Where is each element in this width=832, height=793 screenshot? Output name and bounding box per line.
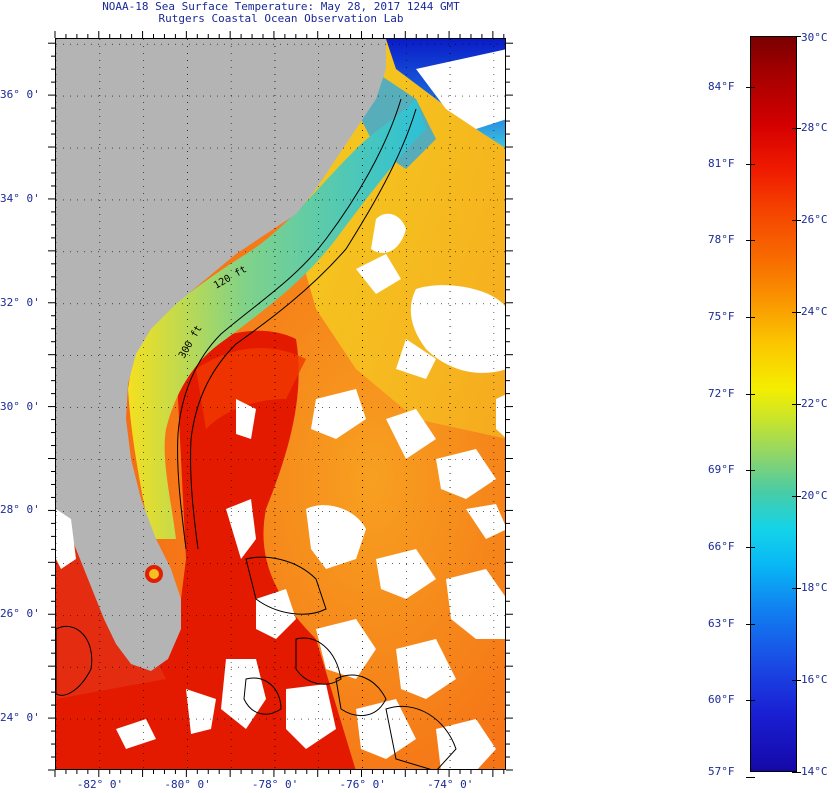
lon-label: -76° 0' — [339, 778, 386, 791]
sst-map-image: 120 ft 300 ft — [56, 39, 505, 769]
isobath-contours — [177, 98, 417, 550]
fahrenheit-label: 57°F — [708, 765, 735, 778]
fahrenheit-tick — [746, 470, 755, 471]
land-mass — [56, 39, 386, 671]
celsius-label: 14°C — [801, 765, 828, 778]
celsius-label: 28°C — [801, 121, 828, 134]
fahrenheit-tick — [746, 777, 755, 778]
celsius-tick — [792, 220, 801, 221]
fahrenheit-tick — [746, 164, 755, 165]
fahrenheit-label: 72°F — [708, 387, 735, 400]
celsius-tick — [792, 312, 801, 313]
lon-label: -80° 0' — [164, 778, 211, 791]
fahrenheit-label: 69°F — [708, 463, 735, 476]
lat-label: 28° 0' — [0, 503, 40, 517]
lat-label: 24° 0' — [0, 711, 40, 725]
map-subtitle: Rutgers Coastal Ocean Observation Lab — [158, 12, 404, 25]
celsius-tick — [792, 496, 801, 497]
celsius-label: 16°C — [801, 673, 828, 686]
lat-label: 36° 0' — [0, 88, 40, 102]
fahrenheit-tick — [746, 547, 755, 548]
sst-map: 120 ft 300 ft — [55, 38, 506, 770]
continental-shelf-water — [128, 99, 426, 539]
fahrenheit-tick — [746, 87, 755, 88]
fahrenheit-label: 78°F — [708, 233, 735, 246]
celsius-tick — [792, 772, 801, 773]
temperature-colorbar — [750, 36, 797, 772]
fahrenheit-label: 81°F — [708, 157, 735, 170]
fahrenheit-tick — [746, 317, 755, 318]
celsius-tick — [792, 36, 801, 37]
lat-label: 26° 0' — [0, 607, 40, 621]
celsius-tick — [792, 680, 801, 681]
celsius-label: 30°C — [801, 31, 828, 44]
lon-label: -82° 0' — [76, 778, 124, 791]
fahrenheit-tick — [746, 394, 755, 395]
lat-label: 30° 0' — [0, 399, 40, 413]
graticule — [56, 39, 505, 769]
fahrenheit-tick — [746, 700, 755, 701]
fahrenheit-tick — [746, 624, 755, 625]
lon-label: -74° 0' — [427, 778, 474, 791]
lat-label: 34° 0' — [0, 191, 40, 205]
celsius-label: 24°C — [801, 305, 828, 318]
fahrenheit-label: 66°F — [708, 540, 735, 553]
fahrenheit-label: 60°F — [708, 693, 735, 706]
celsius-label: 20°C — [801, 489, 828, 502]
fahrenheit-label: 63°F — [708, 617, 735, 630]
celsius-tick — [792, 128, 801, 129]
lat-label: 32° 0' — [0, 295, 40, 309]
celsius-tick — [792, 404, 801, 405]
fahrenheit-label: 75°F — [708, 310, 735, 323]
fahrenheit-label: 84°F — [708, 80, 735, 93]
celsius-label: 26°C — [801, 213, 828, 226]
celsius-label: 22°C — [801, 397, 828, 410]
map-title: NOAA-18 Sea Surface Temperature: May 28,… — [102, 0, 460, 13]
bahamas-outline — [56, 556, 457, 769]
fahrenheit-tick — [746, 240, 755, 241]
lon-label: -78° 0' — [251, 778, 299, 791]
celsius-label: 18°C — [801, 581, 828, 594]
celsius-tick — [792, 588, 801, 589]
